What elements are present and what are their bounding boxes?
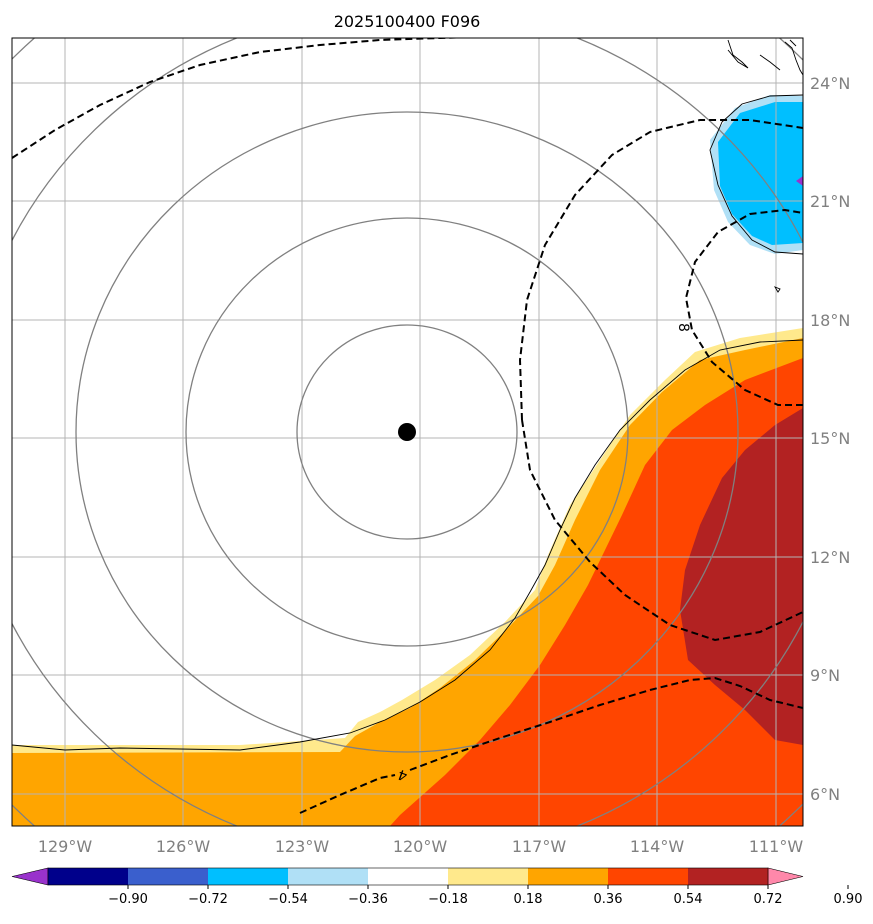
- lon-tick-label: 120°W: [393, 837, 448, 856]
- colorbar-segment: [688, 868, 769, 885]
- map-frame: [11, 37, 804, 827]
- contour-label-8: 8: [675, 323, 691, 332]
- strong-positive-region: [390, 358, 803, 826]
- colorbar-segment: [608, 868, 689, 885]
- colorbar-segment: [368, 868, 449, 885]
- graticule: [12, 38, 803, 826]
- colorbar-level-label: −0.18: [428, 892, 468, 907]
- strong-negative-anomaly-region: [718, 102, 803, 245]
- very-strong-positive-region: [680, 408, 803, 745]
- colorbar-extend-high: [767, 867, 804, 886]
- colorbar-segment: [128, 868, 209, 885]
- colorbar: −0.90 −0.72 −0.54 −0.36 −0.18 0.18 0.36 0.54 0.7…: [11, 867, 863, 907]
- lon-tick-label: 114°W: [630, 837, 685, 856]
- contour-outer-8: [518, 119, 803, 421]
- latitude-labels: 24°N 21°N 18°N 15°N 12°N 9°N 6°N: [810, 74, 850, 804]
- lon-tick-label: 126°W: [156, 837, 211, 856]
- colorbar-level-label: −0.72: [188, 892, 228, 907]
- colorbar-frame: [47, 867, 769, 886]
- colorbar-level-label: 0.18: [514, 892, 543, 907]
- colorbar-segment: [448, 868, 529, 885]
- dashed-contours: [12, 38, 803, 814]
- lat-tick-label: 9°N: [810, 666, 840, 685]
- colorbar-level-label: 0.54: [674, 892, 703, 907]
- small-island: [773, 286, 781, 293]
- lat-tick-label: 24°N: [810, 74, 850, 93]
- lon-tick-label: 111°W: [749, 837, 804, 856]
- contour-outer-8-lower: [521, 419, 803, 642]
- storm-center-marker: [398, 423, 416, 441]
- colorbar-level-label: 0.36: [594, 892, 623, 907]
- lon-tick-label: 129°W: [38, 837, 93, 856]
- contour-4: [299, 676, 803, 814]
- colorbar-segment: [288, 868, 369, 885]
- colorbar-extend-low: [11, 867, 49, 886]
- longitude-labels: 129°W 126°W 123°W 120°W 117°W 114°W 111°…: [38, 837, 804, 856]
- coastline: [12, 339, 803, 751]
- colorbar-level-label: −0.36: [348, 892, 388, 907]
- coastline-baja: [709, 94, 803, 255]
- colorbar-level-label: 0.72: [754, 892, 783, 907]
- range-ring-1: [296, 324, 518, 540]
- range-ring-2: [185, 217, 629, 647]
- colorbar-segment: [208, 868, 289, 885]
- lon-tick-label: 123°W: [275, 837, 330, 856]
- lat-tick-label: 15°N: [810, 429, 850, 448]
- colorbar-level-label: −0.90: [108, 892, 148, 907]
- contour-inner-8: [684, 208, 803, 406]
- lat-tick-label: 6°N: [810, 785, 840, 804]
- lat-tick-label: 18°N: [810, 311, 850, 330]
- range-ring-3: [75, 111, 739, 753]
- colorbar-segment: [528, 868, 609, 885]
- lat-tick-label: 21°N: [810, 192, 850, 211]
- colorbar-segment: [48, 868, 129, 885]
- colorbar-level-label: −0.54: [268, 892, 308, 907]
- purple-anomaly-spot: [796, 176, 803, 186]
- map-title: 2025100400 F096: [334, 12, 481, 31]
- lat-tick-label: 12°N: [810, 548, 850, 567]
- coastline-north: [727, 39, 803, 76]
- colorbar-level-label: 0.90: [834, 892, 863, 907]
- lon-tick-label: 117°W: [512, 837, 567, 856]
- contour-top: [12, 38, 471, 159]
